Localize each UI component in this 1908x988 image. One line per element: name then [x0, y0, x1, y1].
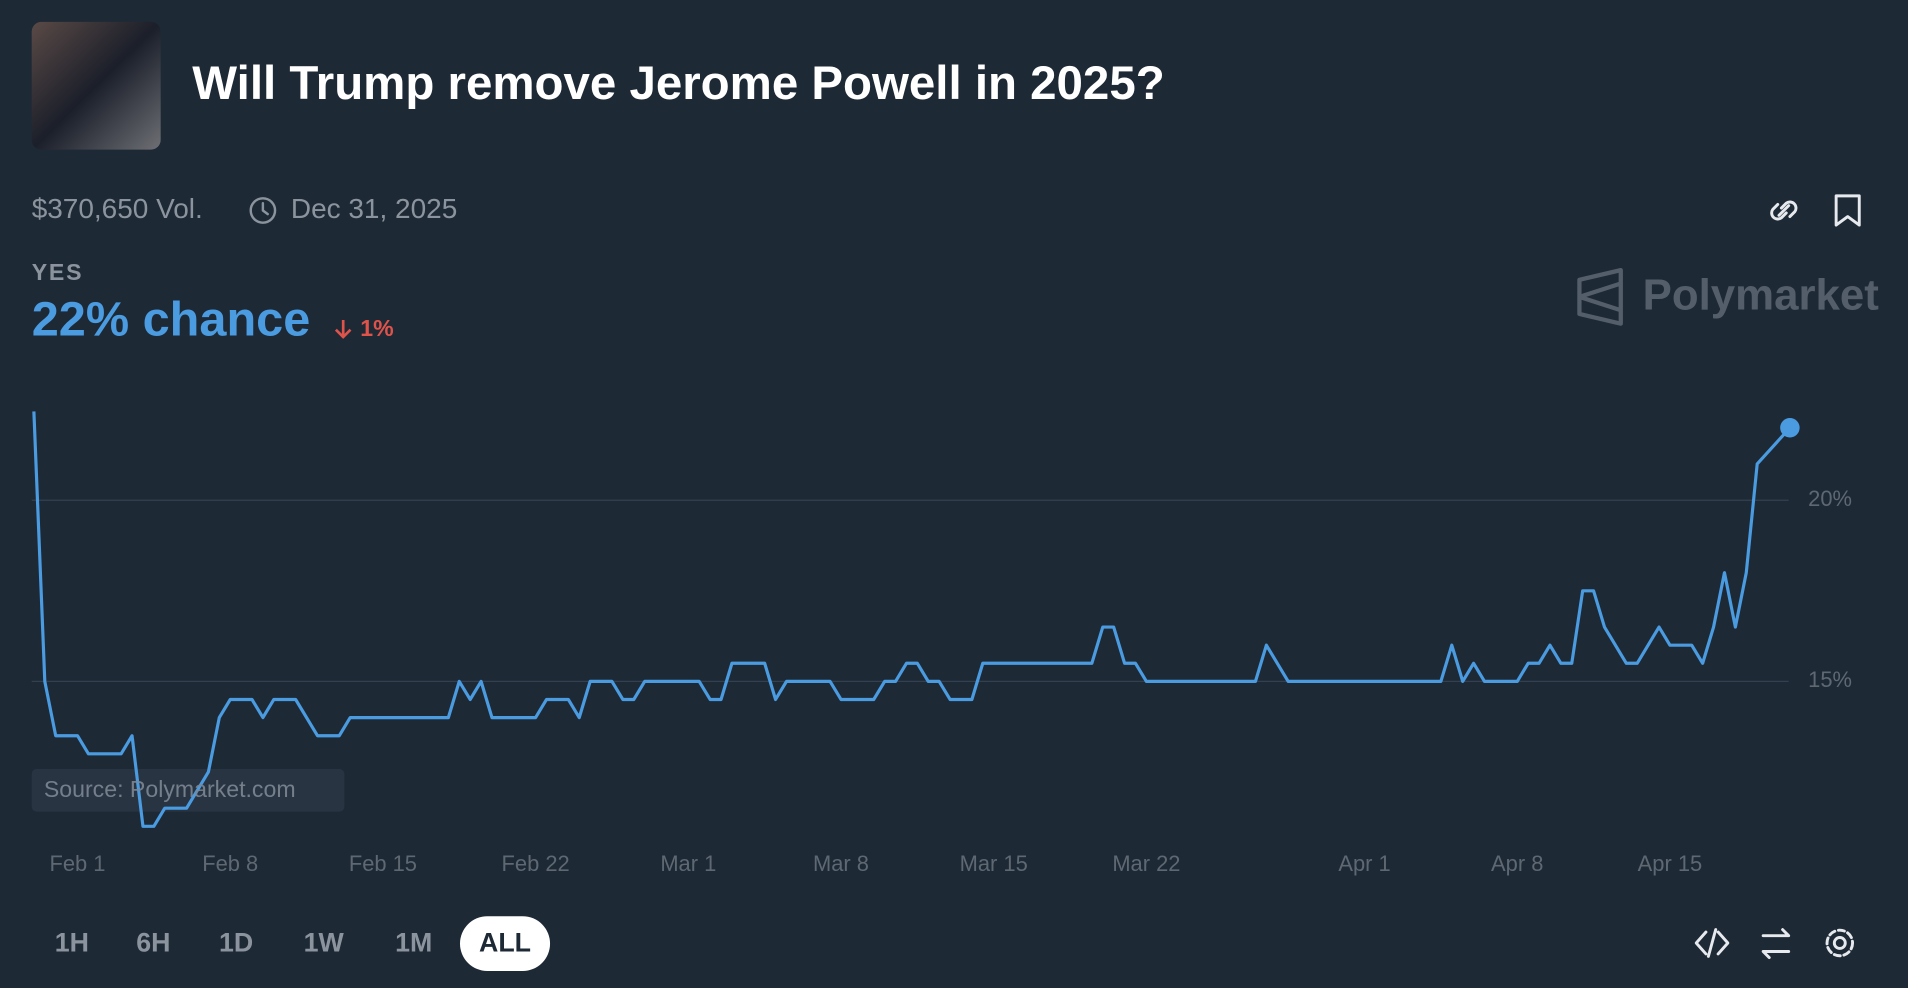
settings-button[interactable]	[1825, 928, 1855, 958]
x-tick-label: Apr 8	[1491, 851, 1543, 876]
range-button[interactable]: 1W	[304, 927, 345, 957]
link-button[interactable]	[1770, 200, 1798, 221]
price-line	[32, 411, 1792, 828]
range-button[interactable]: 1M	[395, 927, 432, 957]
range-button[interactable]: 6H	[136, 927, 170, 957]
range-button[interactable]: ALL	[479, 927, 531, 957]
brand-name: Polymarket	[1643, 271, 1880, 320]
x-tick-label: Apr 15	[1638, 851, 1703, 876]
range-selector: 1H 6H 1D 1W 1M ALL	[55, 916, 551, 971]
x-tick-label: Mar 22	[1112, 851, 1180, 876]
x-tick-label: Feb 22	[502, 851, 570, 876]
end-date: Dec 31, 2025	[291, 193, 457, 224]
outcome-label: YES	[32, 259, 84, 285]
down-arrow	[334, 320, 352, 339]
volume: $370,650 Vol.	[32, 193, 203, 224]
market-title: Will Trump remove Jerome Powell in 2025?	[192, 57, 1164, 110]
y-tick-label: 20%	[1808, 486, 1852, 511]
last-point	[1780, 418, 1800, 438]
x-tick-label: Feb 1	[50, 851, 106, 876]
x-tick-label: Feb 8	[202, 851, 258, 876]
swap-button[interactable]	[1761, 928, 1791, 960]
brand-logo: Polymarket	[1577, 267, 1880, 326]
x-tick-label: Apr 1	[1338, 851, 1390, 876]
source-badge	[31, 768, 345, 812]
bookmark-button[interactable]	[1834, 194, 1861, 227]
range-button[interactable]: 1D	[219, 927, 253, 957]
y-tick-label: 15%	[1808, 667, 1852, 692]
source-label: Source: Polymarket.com	[44, 776, 296, 802]
chance: 22% chance	[32, 292, 311, 346]
market-image	[31, 21, 161, 150]
chance-change: 1%	[360, 315, 393, 341]
chart: 15% 20% Feb 1 Feb 8 Feb 15 Feb 22 Mar 1 Mar 8 Ma…	[31, 411, 1852, 876]
x-tick-label: Mar 8	[813, 851, 869, 876]
x-tick-label: Mar 1	[660, 851, 716, 876]
embed-button[interactable]	[1694, 928, 1730, 958]
range-button[interactable]: 1H	[55, 927, 89, 957]
x-tick-label: Mar 15	[960, 851, 1028, 876]
range-button-active[interactable]	[460, 916, 551, 971]
clock-icon	[249, 197, 277, 224]
x-tick-label: Feb 15	[349, 851, 417, 876]
